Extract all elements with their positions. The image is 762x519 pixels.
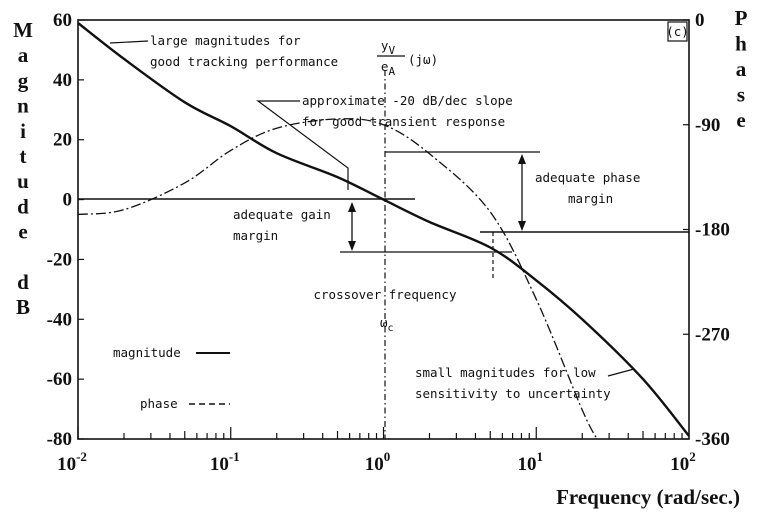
figure-label-box: [667, 21, 688, 42]
y-right-tick-label: 0: [695, 10, 705, 31]
legend: magnitude phase: [113, 345, 230, 411]
figure-label: (c): [666, 24, 689, 39]
annot-phase-margin-2: margin: [568, 191, 613, 206]
y-left-title-letter: i: [20, 119, 26, 143]
y-left-tick-label: -60: [47, 369, 72, 390]
y-right-title-letter: h: [735, 32, 747, 56]
y-left-axis-ticks: 60 40 20 0 -20 -40 -60 -80: [47, 10, 84, 450]
y-left-title-letter: n: [17, 94, 29, 118]
y-left-title-letter: u: [17, 169, 29, 193]
y-left-title-letter: g: [18, 68, 29, 92]
annot-small-mag-2: sensitivity to uncertainty: [415, 386, 611, 401]
annot-slope-1: approximate -20 dB/dec slope: [302, 93, 513, 108]
plot-frame: [77, 19, 690, 440]
y-left-tick-label: 20: [53, 130, 72, 151]
phase-margin-arrow-up: [518, 154, 526, 164]
x-tick-label: 101: [518, 449, 544, 475]
annotation-lines: [78, 40, 689, 439]
y-left-tick-label: -80: [47, 429, 72, 450]
legend-label-magnitude: magnitude: [113, 345, 181, 360]
x-axis-ticks: 10-2 10-1 100 101 102: [57, 427, 696, 475]
y-left-title-letter: d: [17, 270, 29, 294]
gain-margin-arrow-up: [348, 202, 356, 212]
annot-crossover: crossover frequency: [314, 287, 457, 302]
y-left-title-letter: d: [17, 194, 29, 218]
y-left-tick-label: -20: [47, 249, 72, 270]
y-left-title-letter: e: [18, 220, 27, 244]
y-right-title-letter: s: [737, 83, 745, 107]
gain-margin-arrow-down: [348, 241, 356, 251]
tf-argument: (jω): [408, 52, 438, 67]
y-left-tick-label: 40: [53, 70, 72, 91]
y-left-title-letter: B: [16, 295, 30, 319]
transfer-function-label: yV eA (jω): [377, 38, 438, 78]
x-tick-label: 102: [670, 449, 696, 475]
y-right-tick-label: -90: [695, 115, 720, 136]
y-right-axis-ticks: 0 -90 -180 -270 -360: [683, 10, 730, 450]
phase-margin-arrow-down: [518, 221, 526, 231]
annot-phase-margin-1: adequate phase: [535, 170, 640, 185]
y-right-tick-label: -180: [695, 220, 730, 241]
slope-leader: [256, 100, 349, 190]
series-group: [77, 22, 690, 440]
annot-omega-c: ωc: [380, 315, 394, 334]
annot-small-mag-1: small magnitudes for low: [415, 365, 596, 380]
series-phase-line: [77, 118, 598, 440]
legend-label-phase: phase: [140, 396, 178, 411]
annot-gain-margin-2: margin: [233, 228, 278, 243]
tf-numerator: yV: [381, 38, 396, 57]
y-left-title-letter: a: [18, 43, 29, 67]
y-left-title-letter: M: [13, 18, 33, 42]
y-left-tick-label: -40: [47, 309, 72, 330]
tf-denominator: eA: [381, 59, 396, 78]
series-magnitude-line: [77, 22, 690, 437]
annot-slope-2: for good transient response: [302, 114, 505, 129]
x-tick-label: 10-1: [210, 449, 240, 475]
y-right-tick-label: -360: [695, 429, 730, 450]
large-mag-leader: [109, 40, 149, 44]
small-mag-leader: [607, 368, 635, 377]
annotation-arrowheads: [348, 154, 526, 251]
x-axis-title: Frequency (rad/sec.): [556, 485, 740, 509]
annot-gain-margin-1: adequate gain: [233, 207, 331, 222]
y-left-title-letter: t: [20, 144, 27, 168]
annot-large-mag-1: large magnitudes for: [150, 33, 301, 48]
y-right-title-letter: P: [735, 6, 748, 30]
y-right-tick-label: -270: [695, 324, 730, 345]
x-tick-label: 100: [365, 449, 391, 475]
y-left-tick-label: 0: [63, 190, 73, 211]
y-right-title-letter: e: [736, 108, 745, 132]
annot-large-mag-2: good tracking performance: [150, 54, 338, 69]
x-tick-label: 10-2: [57, 449, 87, 475]
y-right-title-letter: a: [736, 57, 747, 81]
y-left-tick-label: 60: [53, 10, 72, 31]
